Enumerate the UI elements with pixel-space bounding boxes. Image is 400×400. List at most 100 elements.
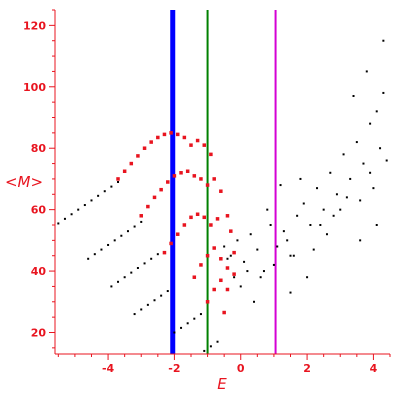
point-s2-34 xyxy=(195,212,200,216)
point-s1-8 xyxy=(103,190,106,193)
point-s2-19 xyxy=(159,187,163,192)
point-s1-23 xyxy=(130,271,133,274)
point-s1-47 xyxy=(256,248,259,251)
point-s2-24 xyxy=(192,174,197,178)
point-s1-82 xyxy=(246,270,249,273)
point-s2-14 xyxy=(202,143,207,147)
point-s2-7 xyxy=(156,135,160,140)
point-s1-90 xyxy=(319,224,322,226)
point-s2-50 xyxy=(225,287,230,292)
point-s2-46 xyxy=(232,250,236,255)
scatter-points xyxy=(57,39,388,352)
point-s2-51 xyxy=(232,272,236,276)
point-s1-94 xyxy=(379,147,382,150)
point-s2-36 xyxy=(209,223,213,227)
point-s2-35 xyxy=(202,215,207,220)
point-s1-34 xyxy=(173,331,176,334)
point-s2-42 xyxy=(205,253,210,258)
point-s1-27 xyxy=(156,253,159,256)
point-s1-89 xyxy=(292,254,295,257)
point-s1-11 xyxy=(87,257,90,260)
point-s2-52 xyxy=(222,310,226,315)
point-s1-30 xyxy=(146,303,149,306)
point-s1-37 xyxy=(193,317,196,320)
point-s1-1 xyxy=(57,222,60,225)
point-s2-10 xyxy=(175,132,180,137)
point-s1-96 xyxy=(359,239,362,242)
point-s1-75 xyxy=(299,177,302,180)
point-s2-37 xyxy=(215,217,220,221)
point-s1-86 xyxy=(259,276,262,279)
point-s1-67 xyxy=(382,39,385,42)
point-s1-78 xyxy=(339,208,342,211)
point-s2-28 xyxy=(219,189,223,193)
point-s1-54 xyxy=(302,202,305,205)
point-s1-85 xyxy=(226,257,229,260)
point-s1-70 xyxy=(306,276,309,279)
y-tick-label-1: 20 xyxy=(31,327,47,340)
point-s1-36 xyxy=(186,322,189,325)
point-s1-52 xyxy=(289,254,292,257)
point-s2-45 xyxy=(225,266,230,270)
point-s1-92 xyxy=(345,196,348,199)
point-s1-68 xyxy=(365,70,368,73)
point-s1-64 xyxy=(369,122,372,125)
point-s2-13 xyxy=(195,138,200,143)
point-s2-43 xyxy=(212,246,216,250)
x-axis-label: E xyxy=(217,375,227,393)
point-s1-33 xyxy=(166,290,169,293)
y-tick-label-4: 80 xyxy=(31,142,47,155)
point-s2-11 xyxy=(182,135,187,140)
point-s1-15 xyxy=(113,239,116,242)
point-s2-33 xyxy=(189,215,193,220)
point-s1-71 xyxy=(289,291,292,294)
point-s2-23 xyxy=(185,169,190,173)
point-s1-3 xyxy=(70,213,73,216)
point-s1-21 xyxy=(117,280,120,283)
point-s2-27 xyxy=(212,177,216,181)
point-s1-74 xyxy=(279,184,282,187)
point-s2-25 xyxy=(199,177,203,181)
point-s1-6 xyxy=(90,199,93,202)
point-s1-59 xyxy=(335,193,338,196)
point-s1-9 xyxy=(110,185,113,188)
point-s1-81 xyxy=(385,159,388,162)
point-s1-40 xyxy=(209,345,212,348)
point-s1-77 xyxy=(325,233,328,236)
point-s1-20 xyxy=(110,285,113,288)
point-s1-83 xyxy=(239,285,242,288)
point-s1-39 xyxy=(203,349,206,352)
point-s2-12 xyxy=(189,143,193,147)
y-axis-label: <M> xyxy=(5,173,43,191)
point-s1-88 xyxy=(286,239,289,242)
tick-labels: -4 -2 0 2 4 20 40 60 80 100 120 xyxy=(23,19,378,375)
point-s2-41 xyxy=(199,263,203,267)
point-s1-5 xyxy=(83,204,86,207)
point-s1-13 xyxy=(100,248,103,251)
x-tick-label-1: -4 xyxy=(102,362,115,375)
point-s2-26 xyxy=(205,183,210,187)
point-s2-2 xyxy=(122,169,127,173)
point-s2-40 xyxy=(192,275,197,279)
point-s1-46 xyxy=(249,233,252,236)
point-s2-30 xyxy=(169,241,173,246)
y-tick-label-2: 40 xyxy=(31,265,47,278)
point-s2-20 xyxy=(166,180,170,184)
point-s1-22 xyxy=(123,276,126,279)
y-tick-label-3: 60 xyxy=(31,204,47,217)
y-tick-label-5: 100 xyxy=(23,81,46,94)
point-s2-39 xyxy=(229,229,233,233)
point-s1-53 xyxy=(296,214,299,217)
point-s1-51 xyxy=(282,230,285,233)
point-s2-18 xyxy=(152,195,157,200)
point-s1-45 xyxy=(243,260,246,263)
point-s1-48 xyxy=(262,270,265,273)
point-s1-35 xyxy=(180,326,183,329)
point-s1-73 xyxy=(266,208,269,211)
point-s2-44 xyxy=(219,257,223,261)
axes xyxy=(49,9,391,360)
point-s1-49 xyxy=(269,224,272,226)
point-s1-80 xyxy=(372,187,375,190)
point-s1-56 xyxy=(316,187,319,190)
point-s1-84 xyxy=(233,276,236,279)
